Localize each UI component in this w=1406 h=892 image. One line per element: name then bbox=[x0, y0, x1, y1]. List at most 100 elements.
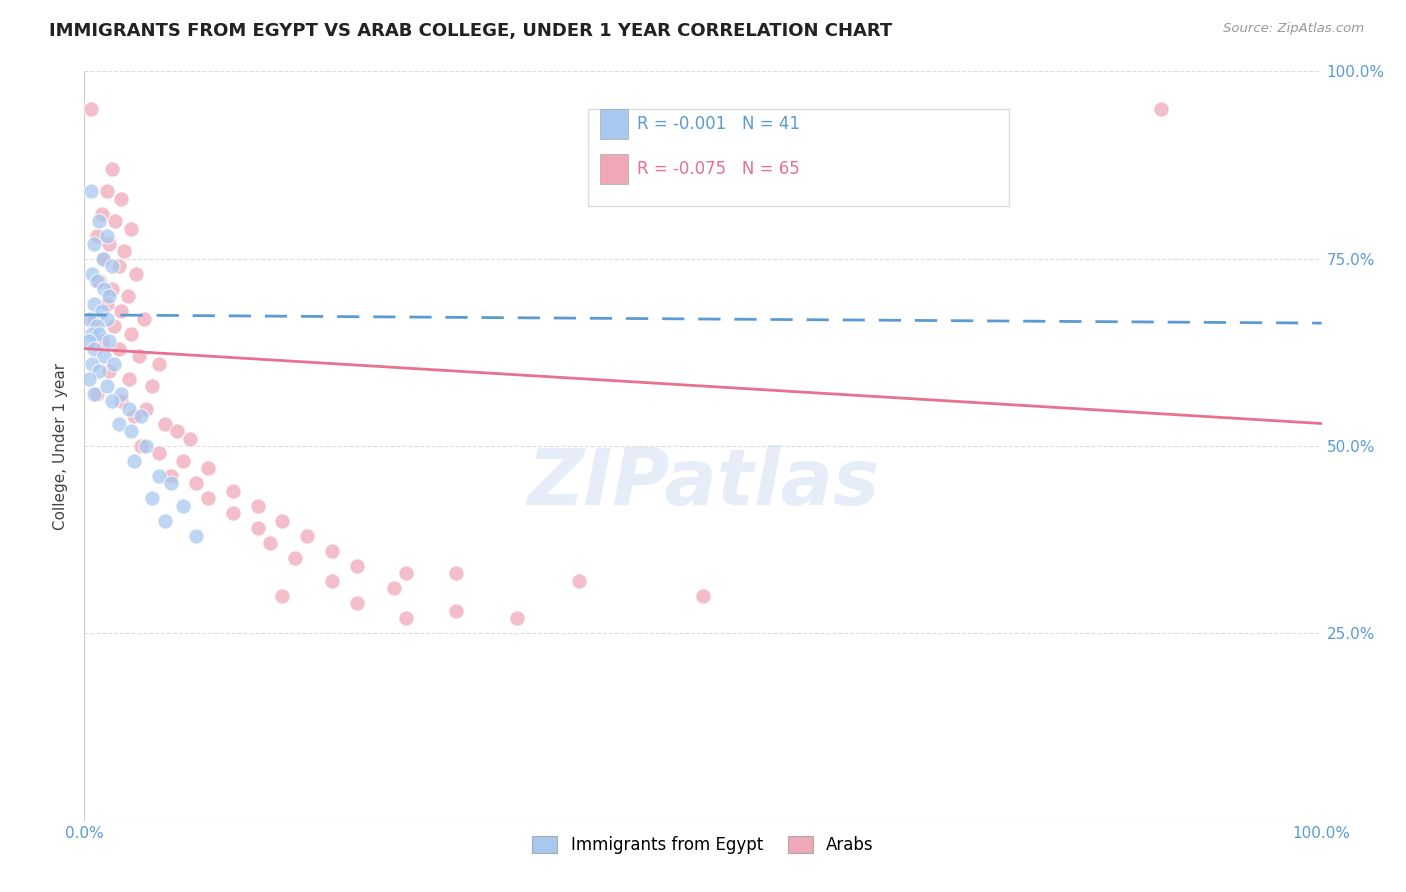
Point bbox=[122, 454, 145, 468]
Point bbox=[89, 364, 111, 378]
Point bbox=[135, 439, 157, 453]
Point bbox=[271, 589, 294, 603]
Point bbox=[108, 417, 131, 431]
Point bbox=[184, 476, 207, 491]
Point bbox=[110, 192, 132, 206]
Point bbox=[86, 229, 108, 244]
Point bbox=[148, 446, 170, 460]
Point bbox=[246, 499, 269, 513]
Point bbox=[1150, 102, 1173, 116]
Point bbox=[120, 221, 142, 235]
Point bbox=[103, 357, 125, 371]
Text: R = -0.075   N = 65: R = -0.075 N = 65 bbox=[637, 160, 800, 178]
Point bbox=[110, 386, 132, 401]
Point bbox=[184, 529, 207, 543]
Point bbox=[83, 311, 105, 326]
Point bbox=[90, 334, 112, 348]
Point bbox=[444, 604, 467, 618]
Point bbox=[83, 296, 105, 310]
Bar bbox=[600, 109, 627, 139]
Point bbox=[321, 574, 343, 588]
Point bbox=[100, 259, 122, 273]
Point bbox=[506, 611, 529, 625]
Legend: Immigrants from Egypt, Arabs: Immigrants from Egypt, Arabs bbox=[526, 830, 880, 861]
Point bbox=[568, 574, 591, 588]
Point bbox=[125, 267, 148, 281]
Point bbox=[112, 244, 135, 259]
Point bbox=[395, 611, 418, 625]
Point bbox=[98, 236, 121, 251]
Point bbox=[346, 596, 368, 610]
Point bbox=[132, 311, 155, 326]
Point bbox=[128, 349, 150, 363]
Point bbox=[83, 386, 105, 401]
Point bbox=[96, 184, 118, 198]
Point bbox=[120, 424, 142, 438]
Point bbox=[104, 214, 127, 228]
Point bbox=[179, 432, 201, 446]
Point bbox=[160, 476, 183, 491]
Point bbox=[382, 582, 405, 596]
Point bbox=[89, 214, 111, 228]
Point bbox=[83, 342, 105, 356]
Point bbox=[103, 319, 125, 334]
Point bbox=[110, 304, 132, 318]
Point bbox=[222, 507, 245, 521]
Point bbox=[98, 364, 121, 378]
Point bbox=[153, 514, 176, 528]
Point bbox=[96, 311, 118, 326]
Point bbox=[93, 252, 115, 266]
FancyBboxPatch shape bbox=[588, 109, 1008, 206]
Point bbox=[172, 499, 194, 513]
Point bbox=[100, 161, 122, 176]
Point bbox=[100, 394, 122, 409]
Point bbox=[108, 342, 131, 356]
Point bbox=[118, 371, 141, 385]
Bar bbox=[600, 153, 627, 184]
Point bbox=[98, 334, 121, 348]
Point bbox=[271, 514, 294, 528]
Point bbox=[129, 409, 152, 423]
Point bbox=[148, 469, 170, 483]
Point bbox=[197, 461, 219, 475]
Point bbox=[222, 483, 245, 498]
Point bbox=[89, 274, 111, 288]
Point bbox=[96, 379, 118, 393]
Point bbox=[172, 454, 194, 468]
Point bbox=[89, 326, 111, 341]
Point bbox=[120, 326, 142, 341]
Point bbox=[110, 394, 132, 409]
Point bbox=[246, 521, 269, 535]
Point bbox=[80, 267, 103, 281]
Text: IMMIGRANTS FROM EGYPT VS ARAB COLLEGE, UNDER 1 YEAR CORRELATION CHART: IMMIGRANTS FROM EGYPT VS ARAB COLLEGE, U… bbox=[49, 22, 893, 40]
Point bbox=[96, 229, 118, 244]
Point bbox=[98, 289, 121, 303]
Text: Source: ZipAtlas.com: Source: ZipAtlas.com bbox=[1223, 22, 1364, 36]
Point bbox=[86, 319, 108, 334]
Point bbox=[79, 371, 101, 385]
Point bbox=[197, 491, 219, 506]
Point bbox=[80, 357, 103, 371]
Point bbox=[100, 282, 122, 296]
Point bbox=[90, 304, 112, 318]
Point bbox=[141, 491, 163, 506]
Point bbox=[117, 289, 139, 303]
Point bbox=[83, 236, 105, 251]
Point bbox=[79, 311, 101, 326]
Point bbox=[444, 566, 467, 581]
Point bbox=[166, 424, 188, 438]
Point bbox=[118, 401, 141, 416]
Point bbox=[122, 409, 145, 423]
Point bbox=[79, 334, 101, 348]
Point bbox=[86, 274, 108, 288]
Point bbox=[108, 259, 131, 273]
Point bbox=[321, 544, 343, 558]
Point bbox=[346, 558, 368, 573]
Point bbox=[135, 401, 157, 416]
Point bbox=[129, 439, 152, 453]
Text: ZIPatlas: ZIPatlas bbox=[527, 445, 879, 522]
Point bbox=[160, 469, 183, 483]
Y-axis label: College, Under 1 year: College, Under 1 year bbox=[53, 362, 69, 530]
Point bbox=[93, 349, 115, 363]
Point bbox=[79, 102, 101, 116]
